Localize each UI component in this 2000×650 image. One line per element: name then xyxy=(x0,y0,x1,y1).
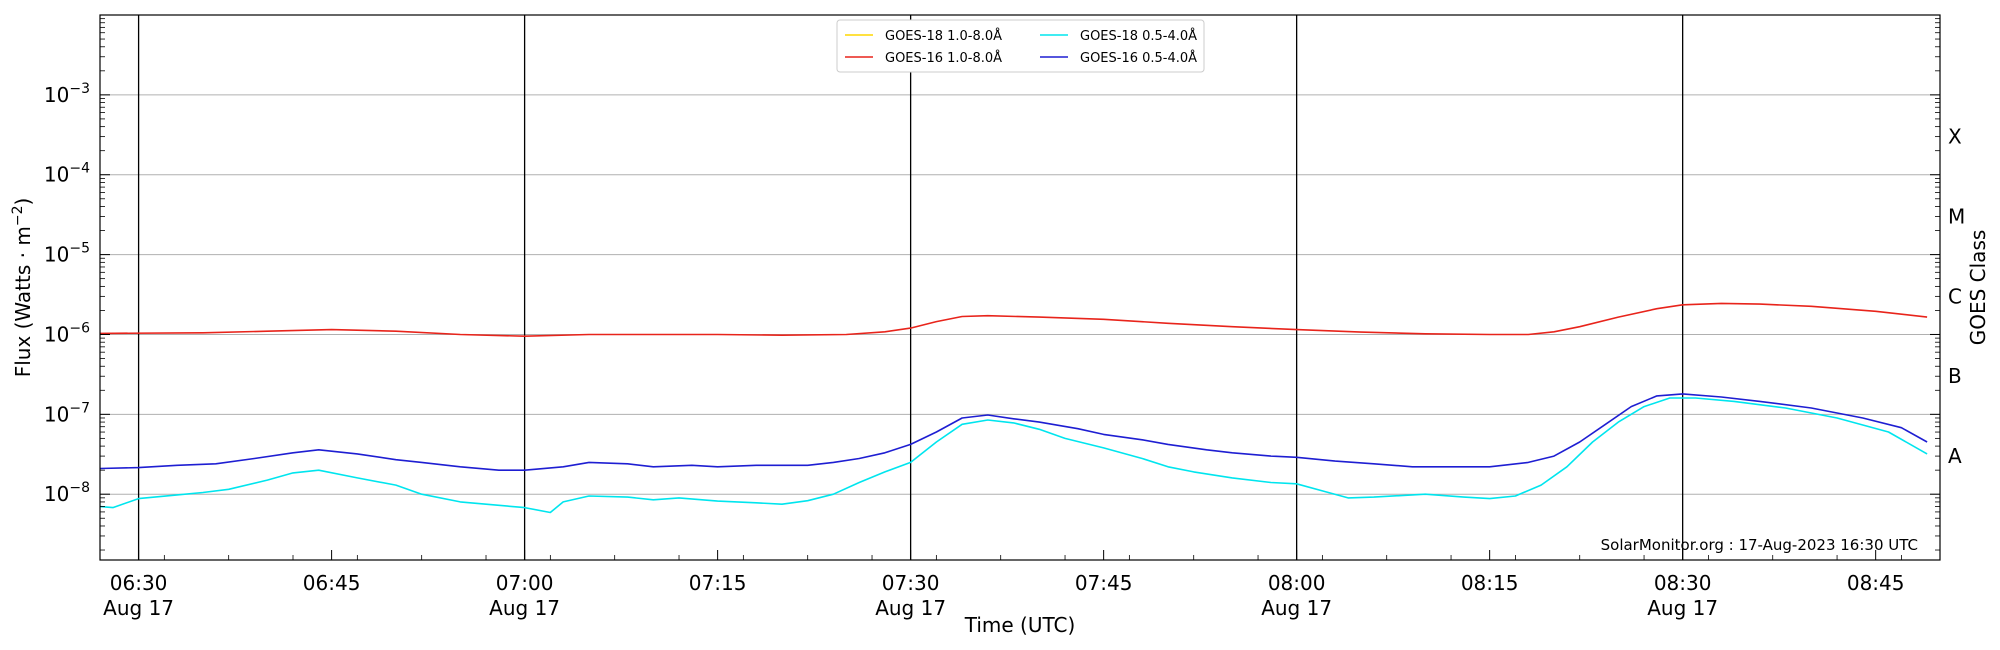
y-tick-label-exponent: −5 xyxy=(69,241,90,257)
series-group xyxy=(99,302,1928,514)
x-tick-label: 08:45 xyxy=(1847,571,1905,595)
y-tick-label-base: 10 xyxy=(44,243,69,267)
y-tick-label-exponent: −4 xyxy=(69,161,90,177)
credit-text: SolarMonitor.org : 17-Aug-2023 16:30 UTC xyxy=(1601,536,1918,554)
y-tick-label: 10−4 xyxy=(44,161,90,187)
y-tick-label: 10−8 xyxy=(44,480,90,506)
y-axis-label: Flux (Watts · m−2) xyxy=(10,198,35,378)
legend-label: GOES-18 0.5-4.0Å xyxy=(1080,28,1197,44)
goes-class-labels: A B C M X xyxy=(1948,125,1965,468)
series-line-1 xyxy=(99,302,1928,338)
x-tick-label: 07:30 xyxy=(882,571,940,595)
x-tick-label: 08:30 xyxy=(1654,571,1712,595)
y-tick-label-base: 10 xyxy=(44,322,69,346)
legend-box xyxy=(836,19,1205,73)
x-axis-label: Time (UTC) xyxy=(964,613,1076,637)
x-tick-label: 06:45 xyxy=(303,571,361,595)
y-ticks: 10−810−710−610−510−410−3 xyxy=(44,18,1940,551)
x-tick-label: 07:00 xyxy=(496,571,554,595)
y-tick-label-exponent: −8 xyxy=(69,480,90,496)
x-tick-sublabel: Aug 17 xyxy=(489,596,560,620)
x-tick-label: 06:30 xyxy=(110,571,168,595)
y-axis-label-close: ) xyxy=(11,198,35,206)
x-tick-label: 07:45 xyxy=(1075,571,1133,595)
y-tick-label: 10−7 xyxy=(44,400,90,426)
goes-class-label: B xyxy=(1948,364,1962,388)
x-tick-label: 08:15 xyxy=(1461,571,1519,595)
legend-label: GOES-16 1.0-8.0Å xyxy=(885,50,1002,66)
y-tick-label: 10−3 xyxy=(44,81,90,107)
x-tick-sublabel: Aug 17 xyxy=(103,596,174,620)
x-tick-label: 08:00 xyxy=(1268,571,1326,595)
x-tick-sublabel: Aug 17 xyxy=(1261,596,1332,620)
y-tick-label-base: 10 xyxy=(44,163,69,187)
series-line-2 xyxy=(99,397,1928,514)
legend-label: GOES-16 0.5-4.0Å xyxy=(1080,50,1197,66)
goes-class-label: X xyxy=(1948,125,1962,149)
x-tick-sublabel: Aug 17 xyxy=(1647,596,1718,620)
y-tick-label-exponent: −3 xyxy=(69,81,90,97)
plot-frame xyxy=(99,14,1941,561)
grid-lines xyxy=(100,94,1940,495)
y-tick-label-exponent: −7 xyxy=(69,400,90,416)
x-tick-label: 07:15 xyxy=(689,571,747,595)
y-tick-label-base: 10 xyxy=(44,482,69,506)
series-line-3 xyxy=(99,393,1928,472)
y-tick-label-base: 10 xyxy=(44,402,69,426)
y-tick-label-exponent: −6 xyxy=(69,320,90,336)
y-tick-label-base: 10 xyxy=(44,83,69,107)
y-tick-label: 10−5 xyxy=(44,241,90,267)
y-axis-label-superscript: −2 xyxy=(10,206,26,227)
goes-class-label: M xyxy=(1948,204,1965,228)
goes-class-axis-label: GOES Class xyxy=(1966,230,1990,346)
legend: GOES-18 1.0-8.0Å GOES-18 0.5-4.0Å GOES-16 … xyxy=(836,19,1205,73)
major-time-lines xyxy=(137,15,1684,560)
y-tick-label: 10−6 xyxy=(44,320,90,346)
legend-label: GOES-18 1.0-8.0Å xyxy=(885,28,1002,44)
goes-class-label: A xyxy=(1948,444,1962,468)
x-tick-sublabel: Aug 17 xyxy=(875,596,946,620)
goes-class-label: C xyxy=(1948,284,1962,308)
